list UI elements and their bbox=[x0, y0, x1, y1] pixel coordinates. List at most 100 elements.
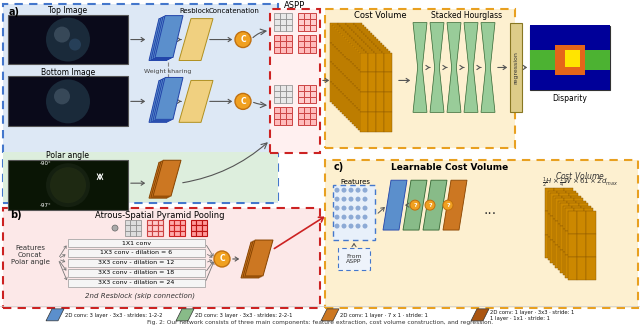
Bar bbox=[274, 47, 280, 52]
Bar bbox=[346, 51, 354, 70]
Bar bbox=[342, 86, 350, 106]
Bar bbox=[586, 234, 595, 257]
Text: 2D conv: 3 layer · 3x3 · strides: 2-2-1: 2D conv: 3 layer · 3x3 · strides: 2-2-1 bbox=[195, 313, 292, 318]
Bar bbox=[310, 107, 316, 113]
Bar bbox=[286, 35, 292, 40]
Polygon shape bbox=[471, 309, 489, 321]
Bar bbox=[352, 29, 360, 49]
Bar bbox=[286, 13, 292, 19]
Circle shape bbox=[54, 88, 70, 104]
Bar bbox=[346, 63, 354, 82]
Bar bbox=[298, 91, 304, 97]
Bar bbox=[372, 40, 380, 61]
Bar bbox=[304, 24, 310, 31]
Bar bbox=[562, 196, 571, 219]
Circle shape bbox=[349, 197, 353, 201]
Bar bbox=[340, 92, 348, 112]
Bar bbox=[571, 242, 580, 265]
Circle shape bbox=[46, 163, 90, 207]
Bar bbox=[368, 84, 376, 104]
Bar bbox=[354, 38, 362, 58]
Bar bbox=[376, 45, 384, 65]
Bar bbox=[368, 96, 376, 116]
Bar bbox=[274, 40, 280, 47]
Bar bbox=[274, 107, 280, 113]
Bar bbox=[366, 90, 374, 111]
Bar bbox=[202, 231, 207, 236]
Bar bbox=[354, 47, 362, 67]
Bar bbox=[348, 61, 356, 81]
Bar bbox=[368, 112, 376, 132]
Polygon shape bbox=[321, 309, 339, 321]
Bar bbox=[352, 37, 360, 56]
Bar bbox=[338, 22, 346, 42]
Bar bbox=[562, 242, 571, 265]
Bar bbox=[352, 77, 360, 96]
Bar bbox=[354, 22, 362, 42]
Circle shape bbox=[355, 224, 360, 229]
Bar bbox=[152, 220, 157, 225]
Bar bbox=[559, 216, 569, 240]
Bar bbox=[346, 98, 354, 118]
Bar bbox=[346, 22, 354, 42]
Circle shape bbox=[349, 188, 353, 193]
Text: Resblock: Resblock bbox=[180, 7, 211, 14]
Bar bbox=[362, 38, 370, 58]
Bar bbox=[545, 188, 554, 212]
Bar bbox=[564, 235, 573, 258]
Circle shape bbox=[443, 200, 453, 210]
Bar bbox=[310, 91, 316, 97]
Bar bbox=[566, 191, 575, 214]
Bar bbox=[368, 45, 376, 65]
Circle shape bbox=[342, 206, 346, 211]
Bar bbox=[298, 119, 304, 125]
Bar bbox=[169, 231, 174, 236]
Bar bbox=[577, 211, 586, 234]
Bar bbox=[552, 242, 562, 265]
Text: Atrous-Spatial Pyramid Pooling: Atrous-Spatial Pyramid Pooling bbox=[95, 211, 225, 220]
Bar bbox=[376, 52, 384, 72]
Bar bbox=[360, 56, 368, 77]
Circle shape bbox=[342, 224, 346, 229]
Bar bbox=[358, 47, 366, 67]
Bar bbox=[358, 90, 366, 111]
Circle shape bbox=[335, 188, 339, 193]
Bar bbox=[566, 214, 575, 237]
Bar bbox=[364, 52, 372, 72]
Bar bbox=[350, 86, 358, 106]
Bar bbox=[350, 42, 358, 63]
Bar bbox=[338, 90, 346, 111]
Bar bbox=[376, 112, 384, 132]
Bar bbox=[286, 85, 292, 91]
Bar bbox=[68, 249, 205, 257]
Bar bbox=[152, 231, 157, 236]
Bar bbox=[552, 196, 562, 219]
Bar bbox=[576, 247, 586, 271]
Polygon shape bbox=[430, 22, 444, 112]
Bar bbox=[384, 92, 392, 112]
Bar bbox=[147, 231, 152, 236]
Polygon shape bbox=[413, 22, 427, 112]
Bar bbox=[368, 77, 376, 96]
Bar bbox=[346, 58, 354, 79]
Polygon shape bbox=[423, 180, 447, 230]
Bar bbox=[366, 63, 374, 82]
Circle shape bbox=[355, 215, 360, 220]
Bar bbox=[350, 54, 358, 74]
Text: 1X3 conv - dilation = 6: 1X3 conv - dilation = 6 bbox=[100, 250, 173, 256]
Bar bbox=[280, 13, 286, 19]
Text: Learnable Cost Volume: Learnable Cost Volume bbox=[392, 163, 509, 172]
Circle shape bbox=[335, 215, 339, 220]
Bar bbox=[358, 95, 366, 114]
Bar bbox=[360, 104, 368, 124]
Bar bbox=[358, 102, 366, 122]
Bar bbox=[304, 13, 310, 19]
Bar bbox=[366, 35, 374, 54]
Bar bbox=[8, 160, 128, 210]
Bar bbox=[579, 203, 588, 226]
Bar bbox=[304, 19, 310, 24]
Bar bbox=[356, 40, 364, 61]
Bar bbox=[547, 191, 557, 214]
Polygon shape bbox=[443, 180, 467, 230]
Circle shape bbox=[362, 188, 367, 193]
